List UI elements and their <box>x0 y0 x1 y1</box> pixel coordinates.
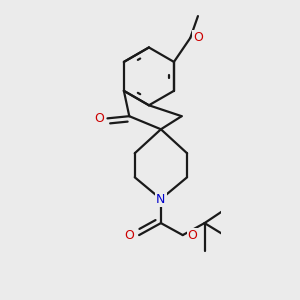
Text: O: O <box>124 229 134 242</box>
Text: N: N <box>156 193 166 206</box>
Text: O: O <box>188 229 197 242</box>
Text: O: O <box>193 32 203 44</box>
Text: O: O <box>94 112 104 125</box>
